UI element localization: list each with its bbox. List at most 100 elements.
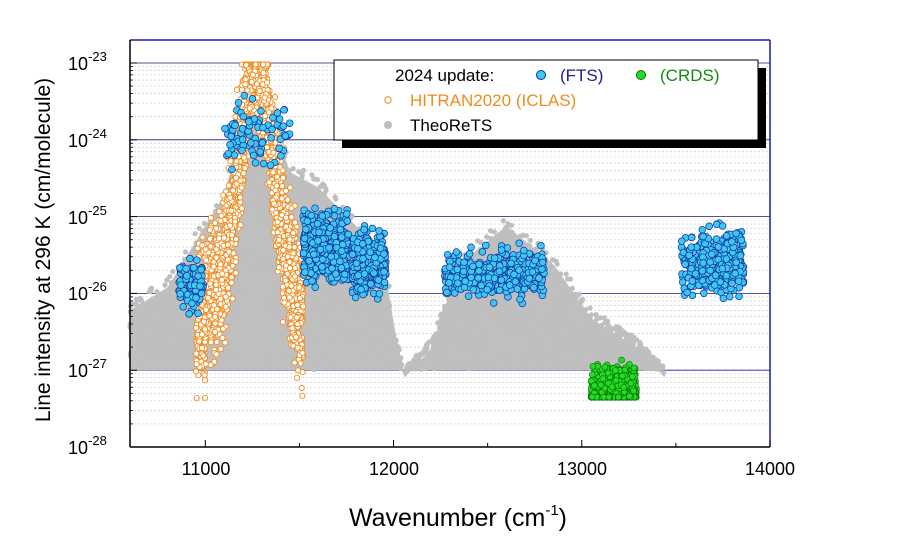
theorets-point: [524, 292, 530, 298]
theorets-point: [645, 349, 651, 356]
theorets-point: [318, 275, 324, 282]
fts-point: [348, 250, 357, 259]
theorets-point: [505, 234, 511, 240]
theorets-point: [545, 345, 552, 351]
hitran-point: [218, 317, 225, 324]
fts-point: [326, 224, 335, 232]
hitran-point: [202, 360, 209, 368]
theorets-point: [440, 322, 446, 328]
hitran-point: [213, 246, 220, 253]
theorets-point: [174, 332, 180, 338]
theorets-point: [154, 296, 160, 302]
theorets-point: [488, 315, 495, 322]
theorets-point: [270, 267, 276, 273]
fts-point: [330, 232, 339, 241]
hitran-point: [293, 314, 300, 321]
theorets-point: [237, 266, 243, 272]
fts-point: [224, 149, 233, 158]
theorets-point: [179, 331, 185, 337]
theorets-point: [533, 246, 539, 252]
theorets-point: [166, 313, 172, 319]
theorets-point: [333, 196, 339, 202]
theorets-point: [519, 361, 526, 367]
theorets-point: [158, 331, 164, 337]
theorets-point: [263, 214, 269, 220]
hitran-point: [217, 345, 224, 353]
theorets-point: [382, 341, 388, 347]
hitran-point: [196, 338, 203, 345]
theorets-point: [512, 332, 518, 339]
theorets-point: [438, 353, 445, 359]
theorets-point: [601, 331, 607, 337]
theorets-point: [321, 321, 327, 327]
theorets-point: [337, 282, 343, 288]
fts-point: [190, 264, 198, 272]
theorets-point: [593, 312, 599, 318]
hitran-point: [199, 234, 206, 241]
theorets-point: [164, 318, 171, 324]
theorets-point: [311, 367, 317, 373]
fts-point: [266, 161, 275, 169]
theorets-point: [201, 220, 207, 227]
hitran-point: [207, 280, 214, 287]
fts-point: [314, 237, 322, 245]
hitran-point: [266, 179, 273, 186]
hitran-point: [272, 94, 279, 101]
hitran-point: [222, 303, 229, 310]
theorets-point: [348, 224, 355, 230]
hitran-point: [219, 270, 226, 277]
theorets-point: [141, 317, 147, 323]
theorets-point: [349, 213, 355, 219]
theorets-point: [293, 198, 299, 204]
theorets-point: [530, 311, 536, 317]
theorets-point: [297, 187, 303, 193]
theorets-point: [638, 352, 644, 358]
hitran-point: [286, 243, 293, 251]
theorets-point: [404, 365, 410, 371]
theorets-point: [509, 313, 515, 320]
hitran-point: [294, 321, 301, 328]
theorets-point: [472, 315, 478, 321]
theorets-point: [330, 323, 336, 329]
theorets-point: [455, 314, 461, 321]
theorets-point: [339, 308, 346, 314]
fts-point: [182, 264, 190, 273]
hitran-point: [289, 325, 296, 332]
hitran-point: [278, 195, 285, 202]
theorets-point: [152, 309, 159, 315]
hitran-point: [225, 182, 232, 189]
theorets-point: [486, 294, 492, 300]
theorets-point: [554, 308, 560, 314]
hitran-point: [193, 350, 200, 357]
theorets-point: [156, 348, 162, 354]
theorets-point: [164, 277, 170, 283]
theorets-point: [516, 327, 523, 333]
fts-point: [313, 220, 322, 228]
fts-point: [193, 256, 201, 264]
fts-point: [343, 210, 351, 218]
hitran-point: [273, 173, 280, 180]
theorets-point: [568, 347, 574, 353]
theorets-point: [597, 315, 603, 321]
theorets-point: [433, 360, 439, 366]
theorets-point: [258, 256, 264, 262]
theorets-point: [555, 342, 561, 348]
hitran-point: [198, 344, 205, 352]
theorets-point: [559, 345, 566, 351]
fts-point: [248, 95, 257, 103]
hitran-point: [291, 273, 298, 280]
theorets-point: [365, 349, 371, 355]
fts-point: [330, 205, 339, 213]
fts-point: [226, 141, 234, 149]
theorets-point: [441, 303, 448, 309]
hitran-point: [213, 351, 220, 358]
theorets-point: [394, 343, 400, 349]
theorets-point: [356, 328, 362, 334]
theorets-point: [464, 332, 470, 339]
hitran-point: [230, 187, 237, 194]
theorets-point: [368, 361, 374, 367]
theorets-point: [183, 249, 189, 255]
fts-point: [482, 241, 490, 250]
theorets-point: [335, 286, 341, 293]
theorets-point: [548, 280, 554, 286]
